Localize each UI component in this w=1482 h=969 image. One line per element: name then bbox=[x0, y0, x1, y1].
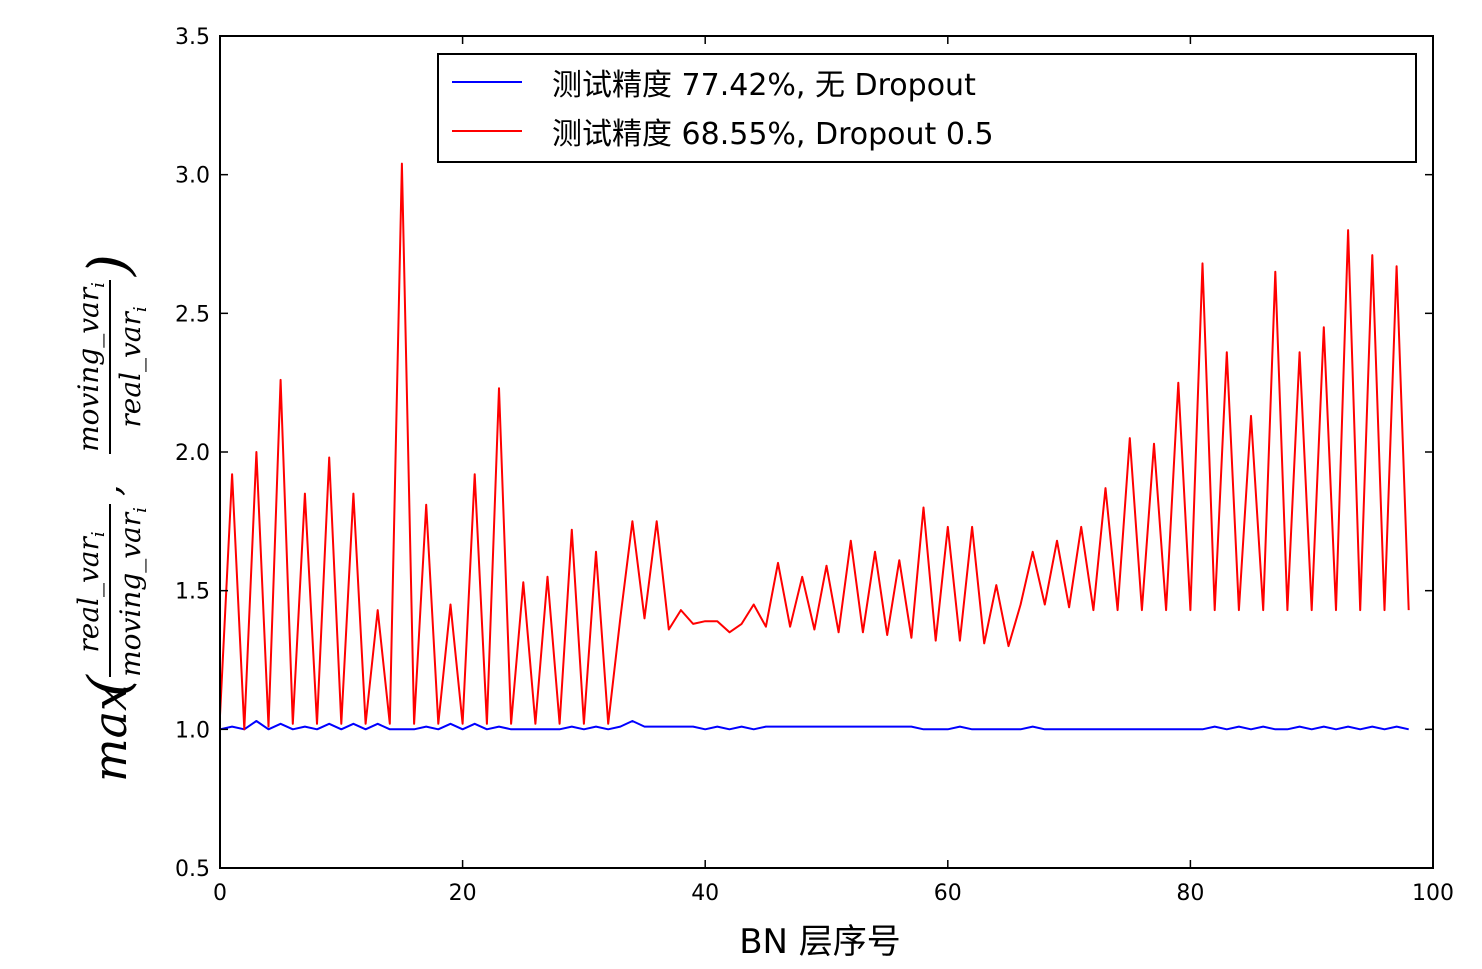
y-tick-label: 0.5 bbox=[175, 857, 210, 882]
y-tick-label: 2.0 bbox=[175, 441, 210, 466]
y-label-frac2-num-sub: i bbox=[88, 282, 109, 288]
y-label-frac2-den: real_vari bbox=[114, 306, 151, 427]
y-tick-label: 2.5 bbox=[175, 302, 210, 327]
legend-label-no-dropout: 测试精度 77.42%, 无 Dropout bbox=[552, 68, 976, 103]
x-axis-label: BN 层序号 bbox=[739, 922, 901, 962]
y-axis-label: max ( real_vari moving_vari , moving_var… bbox=[72, 254, 151, 782]
y-tick-label: 3.0 bbox=[175, 164, 210, 189]
y-tick-label: 1.5 bbox=[175, 580, 210, 605]
series-line-no-dropout bbox=[219, 720, 1409, 731]
y-label-close-paren: ) bbox=[77, 254, 142, 277]
x-tick-label: 20 bbox=[449, 881, 477, 906]
y-label-frac2-den-sub: i bbox=[130, 306, 151, 312]
x-tick-label: 80 bbox=[1176, 881, 1204, 906]
y-label-frac1-num-sub: i bbox=[88, 531, 109, 537]
y-label-frac1-den-sub: i bbox=[130, 507, 151, 513]
y-label-frac1-den-text: moving_var bbox=[114, 511, 147, 677]
legend: 测试精度 77.42%, 无 Dropout 测试精度 68.55%, Drop… bbox=[437, 53, 1417, 163]
series-layer bbox=[219, 162, 1410, 731]
y-label-frac1-num-text: real_var bbox=[72, 536, 105, 653]
y-label-open-paren: ( bbox=[77, 674, 142, 697]
y-label-comma: , bbox=[88, 485, 129, 496]
y-label-max: max bbox=[83, 685, 137, 782]
x-tick-label: 40 bbox=[691, 881, 719, 906]
y-label-frac2-den-text: real_var bbox=[114, 311, 147, 428]
x-tick-label: 100 bbox=[1412, 881, 1454, 906]
y-label-frac1-num: real_vari bbox=[72, 531, 109, 652]
ticks-layer: 0 20 40 60 80 100 0.5 1.0 1.5 2.0 2.5 3.0 3.5 bbox=[175, 25, 1454, 906]
y-label-frac2-num: moving_vari bbox=[72, 282, 109, 452]
y-tick-label: 1.0 bbox=[175, 718, 210, 743]
x-tick-label: 60 bbox=[934, 881, 962, 906]
legend-label-dropout: 测试精度 68.55%, Dropout 0.5 bbox=[552, 117, 994, 152]
y-label-frac1-den: moving_vari bbox=[114, 507, 151, 677]
legend-box bbox=[437, 53, 1417, 163]
series-line-dropout bbox=[219, 162, 1410, 731]
y-label-frac2-num-text: moving_var bbox=[72, 286, 105, 452]
y-tick-label: 3.5 bbox=[175, 25, 210, 50]
x-tick-label: 0 bbox=[213, 881, 227, 906]
